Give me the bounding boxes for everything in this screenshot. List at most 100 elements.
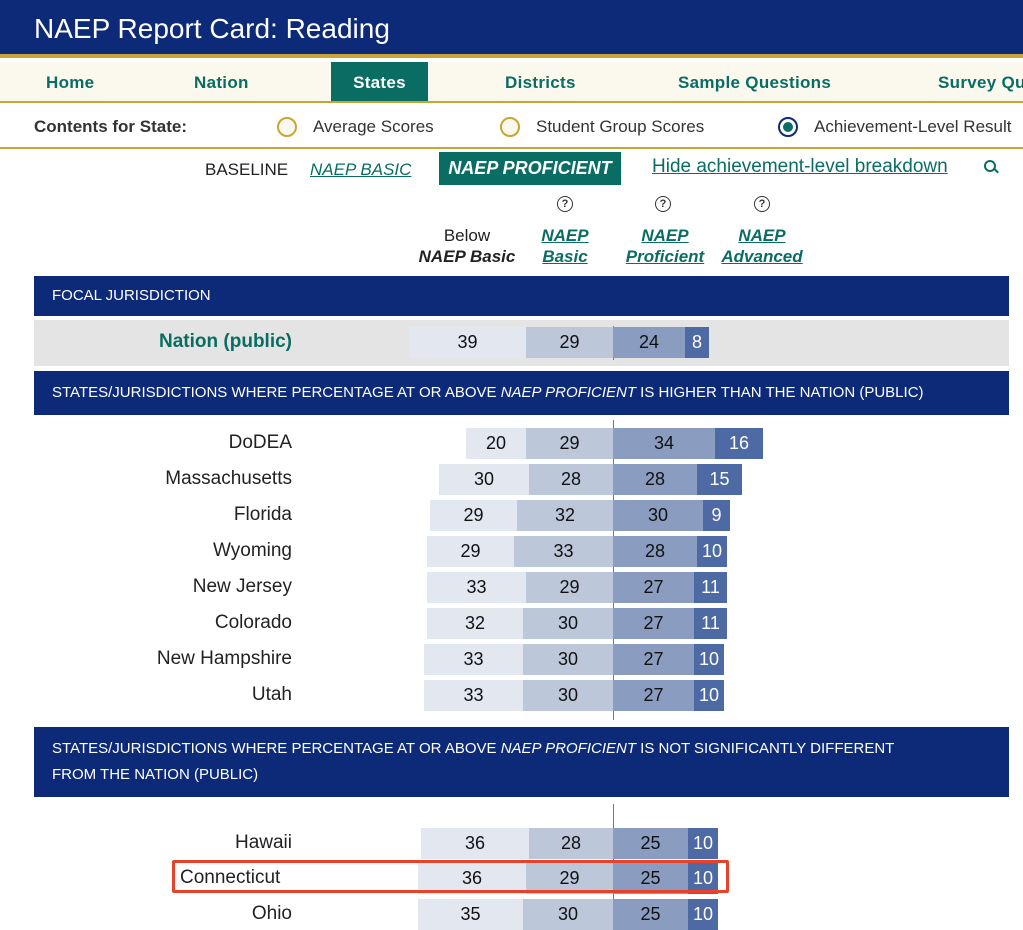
row-label: Massachusetts bbox=[165, 468, 292, 489]
baseline-line bbox=[613, 420, 614, 720]
help-icon-basic[interactable]: ? bbox=[557, 196, 573, 212]
hide-breakdown-link[interactable]: Hide achievement-level breakdown bbox=[652, 156, 948, 177]
seg-proficient: 27 bbox=[613, 608, 694, 639]
seg-basic: 29 bbox=[526, 572, 613, 603]
magnifier-icon[interactable] bbox=[984, 160, 996, 172]
nav-survey-questionnaires[interactable]: Survey Qu bbox=[938, 73, 1023, 92]
seg-basic: 29 bbox=[526, 863, 613, 894]
seg-advanced: 10 bbox=[688, 899, 718, 930]
seg-proficient: 25 bbox=[613, 828, 688, 859]
baseline-proficient-button[interactable]: NAEP PROFICIENT bbox=[439, 152, 621, 185]
row-label: Connecticut bbox=[180, 867, 281, 888]
contents-label: Contents for State: bbox=[34, 117, 187, 136]
radio-circle bbox=[500, 117, 520, 137]
banner-not-significantly-different: STATES/JURISDICTIONS WHERE PERCENTAGE AT… bbox=[34, 727, 1009, 797]
banner-text-line2: FROM THE NATION (PUBLIC) bbox=[52, 766, 259, 783]
banner-text: STATES/JURISDICTIONS WHERE PERCENTAGE AT… bbox=[52, 740, 501, 757]
seg-advanced: 10 bbox=[697, 536, 727, 567]
seg-below-basic: 33 bbox=[424, 680, 523, 711]
seg-below-basic: 36 bbox=[418, 863, 526, 894]
seg-basic: 29 bbox=[526, 428, 613, 459]
seg-below-basic: 33 bbox=[424, 644, 523, 675]
seg-proficient: 28 bbox=[613, 464, 697, 495]
banner-higher-than-nation: STATES/JURISDICTIONS WHERE PERCENTAGE AT… bbox=[34, 371, 1009, 415]
row-label: Nation (public) bbox=[159, 331, 292, 352]
seg-advanced: 9 bbox=[703, 500, 730, 531]
app-header: NAEP Report Card: Reading bbox=[0, 0, 1023, 58]
row-label: Wyoming bbox=[212, 540, 292, 561]
seg-basic: 30 bbox=[523, 608, 613, 639]
banner-text-italic: NAEP PROFICIENT bbox=[500, 740, 636, 757]
seg-below-basic: 29 bbox=[427, 536, 514, 567]
help-icon-proficient[interactable]: ? bbox=[655, 196, 671, 212]
row-label: DoDEA bbox=[228, 432, 292, 453]
seg-basic: 28 bbox=[529, 828, 613, 859]
seg-basic: 30 bbox=[523, 644, 613, 675]
nav-states[interactable]: States bbox=[331, 62, 428, 101]
row-label: Colorado bbox=[214, 612, 292, 633]
col-basic-line2: Basic bbox=[542, 247, 588, 266]
col-adv-line2: Advanced bbox=[721, 247, 803, 266]
col-below-line1: Below bbox=[443, 226, 491, 245]
seg-below-basic: 20 bbox=[466, 428, 526, 459]
radio-label: Achievement-Level Result bbox=[814, 117, 1012, 136]
banner-text: IS NOT SIGNIFICANTLY DIFFERENT bbox=[635, 740, 895, 757]
seg-proficient: 25 bbox=[613, 899, 688, 930]
seg-proficient: 24 bbox=[613, 327, 685, 358]
seg-advanced: 15 bbox=[697, 464, 742, 495]
highlight-box bbox=[172, 860, 729, 893]
baseline-basic-link[interactable]: NAEP BASIC bbox=[310, 160, 412, 179]
main-nav: Home Nation States Districts Sample Ques… bbox=[0, 62, 1023, 103]
seg-proficient: 27 bbox=[613, 572, 694, 603]
seg-advanced: 16 bbox=[715, 428, 763, 459]
seg-basic: 29 bbox=[526, 327, 613, 358]
nav-districts[interactable]: Districts bbox=[505, 73, 576, 92]
banner-text-italic: NAEP PROFICIENT bbox=[500, 384, 636, 401]
seg-below-basic: 39 bbox=[409, 327, 526, 358]
seg-below-basic: 30 bbox=[439, 464, 529, 495]
radio-circle bbox=[277, 117, 297, 137]
row-label: Ohio bbox=[251, 903, 292, 924]
seg-proficient: 34 bbox=[613, 428, 715, 459]
seg-basic: 30 bbox=[523, 680, 613, 711]
col-prof-line1: NAEP bbox=[641, 226, 689, 245]
nav-sample-questions[interactable]: Sample Questions bbox=[678, 73, 832, 92]
contents-bar: Contents for State: Average Scores Stude… bbox=[0, 103, 1023, 149]
row-label: New Hampshire bbox=[156, 648, 292, 669]
col-naep-proficient[interactable]: NAEP Proficient bbox=[619, 225, 711, 267]
seg-advanced: 8 bbox=[685, 327, 709, 358]
col-adv-line1: NAEP bbox=[738, 226, 786, 245]
nav-nation[interactable]: Nation bbox=[194, 73, 249, 92]
help-icon-advanced[interactable]: ? bbox=[754, 196, 770, 212]
col-basic-line1: NAEP bbox=[541, 226, 589, 245]
seg-proficient: 27 bbox=[613, 680, 694, 711]
row-label: Hawaii bbox=[234, 832, 292, 853]
row-label: Florida bbox=[233, 504, 292, 525]
seg-below-basic: 36 bbox=[421, 828, 529, 859]
seg-advanced: 11 bbox=[694, 572, 727, 603]
seg-proficient: 25 bbox=[613, 863, 688, 894]
radio-label: Average Scores bbox=[313, 117, 434, 136]
col-naep-advanced[interactable]: NAEP Advanced bbox=[716, 225, 808, 267]
seg-basic: 32 bbox=[517, 500, 613, 531]
row-label: New Jersey bbox=[192, 576, 292, 597]
page-title: NAEP Report Card: Reading bbox=[34, 13, 390, 44]
banner-text: STATES/JURISDICTIONS WHERE PERCENTAGE AT… bbox=[52, 384, 501, 401]
seg-below-basic: 35 bbox=[418, 899, 523, 930]
radio-circle-selected bbox=[778, 117, 798, 137]
seg-advanced: 10 bbox=[694, 644, 724, 675]
seg-basic: 28 bbox=[529, 464, 613, 495]
col-naep-basic[interactable]: NAEP Basic bbox=[535, 225, 595, 267]
row-label: Utah bbox=[251, 684, 292, 705]
col-prof-line2: Proficient bbox=[625, 247, 705, 266]
seg-below-basic: 29 bbox=[430, 500, 517, 531]
seg-advanced: 11 bbox=[694, 608, 727, 639]
banner-focal-jurisdiction: FOCAL JURISDICTION bbox=[34, 276, 1009, 316]
col-below-line2: NAEP Basic bbox=[418, 247, 516, 266]
seg-below-basic: 33 bbox=[427, 572, 526, 603]
seg-basic: 30 bbox=[523, 899, 613, 930]
seg-proficient: 28 bbox=[613, 536, 697, 567]
seg-proficient: 27 bbox=[613, 644, 694, 675]
banner-text: IS HIGHER THAN THE NATION (PUBLIC) bbox=[635, 384, 924, 401]
nav-home[interactable]: Home bbox=[46, 73, 95, 92]
